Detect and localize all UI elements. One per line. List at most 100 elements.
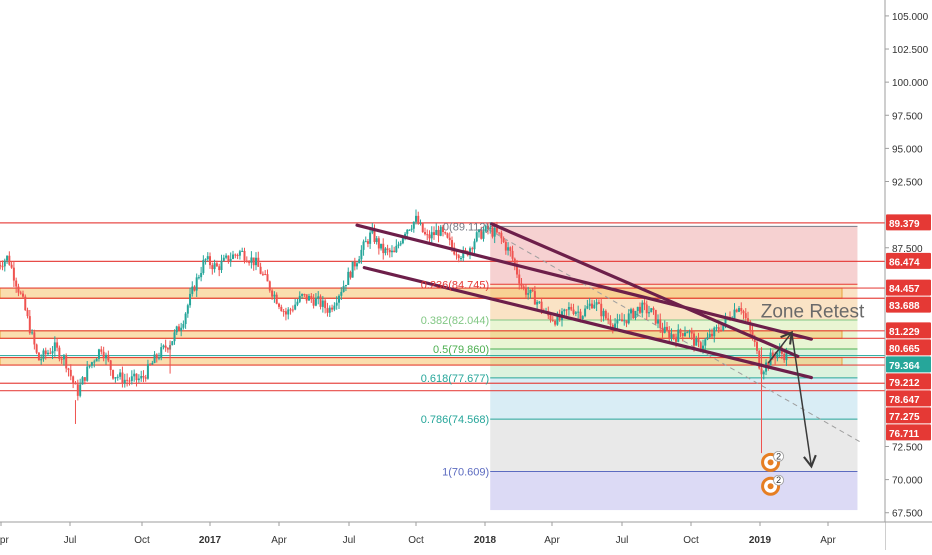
candle-body (380, 243, 383, 249)
candle-body (236, 255, 239, 257)
event-marker-dot (767, 459, 774, 466)
price-level-tag (886, 339, 931, 356)
price-level-tag-label: 79.364 (889, 361, 920, 372)
candle-body (482, 231, 485, 239)
candle-body (446, 233, 449, 238)
candle-body (69, 369, 72, 377)
candle-body (611, 324, 614, 328)
candle-body (209, 256, 211, 266)
candle-body (478, 229, 480, 233)
fib-zone-fill (490, 419, 858, 472)
candle-body (35, 344, 38, 353)
candle-body (17, 286, 20, 293)
candle-body (681, 333, 684, 336)
candle-body (204, 259, 207, 261)
candle-body (697, 338, 700, 343)
candle-body (248, 262, 251, 264)
candle-body (197, 277, 200, 279)
time-axis-label: Jul (616, 535, 629, 546)
candle-body (49, 352, 52, 354)
candle-body (0, 265, 2, 267)
candle-body (597, 302, 600, 304)
candle-body (151, 362, 154, 365)
candle-body (135, 373, 138, 381)
candle-body (652, 308, 655, 310)
candle-body (756, 342, 758, 351)
candle-body (616, 319, 619, 324)
price-axis-label: 67.500 (892, 509, 923, 520)
candle-body (551, 320, 554, 322)
candle-body (158, 357, 160, 359)
candle-body (586, 306, 589, 309)
candle-body (393, 250, 396, 253)
candle-body (502, 238, 505, 242)
price-level-tag-label: 79.212 (889, 378, 920, 389)
candle-body (51, 351, 54, 354)
candle-body (114, 377, 117, 379)
candle-body (588, 303, 591, 307)
candle-body (390, 250, 393, 253)
candle-body (686, 332, 689, 334)
projection-arrow (790, 332, 817, 469)
time-axis-label: 2017 (199, 535, 222, 546)
candle-body (164, 345, 167, 349)
candle-body (480, 229, 483, 239)
candle-body (421, 222, 424, 233)
candle-body (785, 351, 788, 361)
candle-body (60, 358, 63, 360)
candle-body (26, 310, 29, 317)
candle-body (195, 277, 198, 291)
time-axis-label: Oct (134, 535, 150, 546)
candle-body (123, 379, 126, 384)
candle-body (417, 215, 420, 224)
candle-body (643, 302, 646, 305)
fib-level-label: 0.618(77.677) (421, 373, 490, 385)
candle-body (771, 352, 774, 357)
candle-body (53, 342, 56, 352)
candle-body (112, 369, 115, 379)
price-axis-label: 105.000 (892, 12, 929, 23)
candle-body (257, 257, 260, 267)
candle-body (62, 355, 65, 360)
candle-body (412, 221, 415, 229)
candle-body (625, 320, 628, 324)
candle-body (344, 284, 347, 287)
candle-body (444, 232, 447, 234)
fib-zone-fill (490, 377, 858, 420)
candle-body (238, 251, 241, 256)
candle-body (95, 358, 98, 362)
channel-line (355, 223, 813, 341)
time-axis-label: 2018 (474, 535, 497, 546)
candle-body (31, 332, 34, 334)
candle-body (670, 334, 673, 339)
candle-body (762, 371, 765, 375)
candle-body (428, 234, 431, 239)
candle-body (471, 248, 474, 250)
candle-body (604, 310, 607, 319)
candle-body (333, 305, 336, 310)
candle-body (349, 271, 352, 278)
candle-body (72, 376, 75, 383)
candle-body (388, 249, 391, 253)
candle-body (462, 250, 465, 259)
candle-body (475, 232, 478, 242)
candle-body (758, 350, 761, 369)
candle-body (331, 307, 334, 310)
fib-level-label: 1(70.609) (442, 467, 489, 479)
price-level-tag-label: 83.688 (889, 301, 920, 312)
candle-body (128, 380, 131, 382)
candle-body (744, 313, 747, 319)
event-marker-dot (767, 483, 774, 490)
candle-body (184, 313, 187, 325)
candle-body (579, 311, 582, 319)
price-level-tag (886, 407, 931, 424)
candle-body (401, 237, 404, 244)
candle-body (76, 384, 79, 396)
candle-body (245, 260, 248, 263)
candle-body (338, 295, 340, 303)
candle-body (291, 309, 294, 311)
candle-body (102, 351, 105, 359)
candle-body (310, 295, 313, 300)
